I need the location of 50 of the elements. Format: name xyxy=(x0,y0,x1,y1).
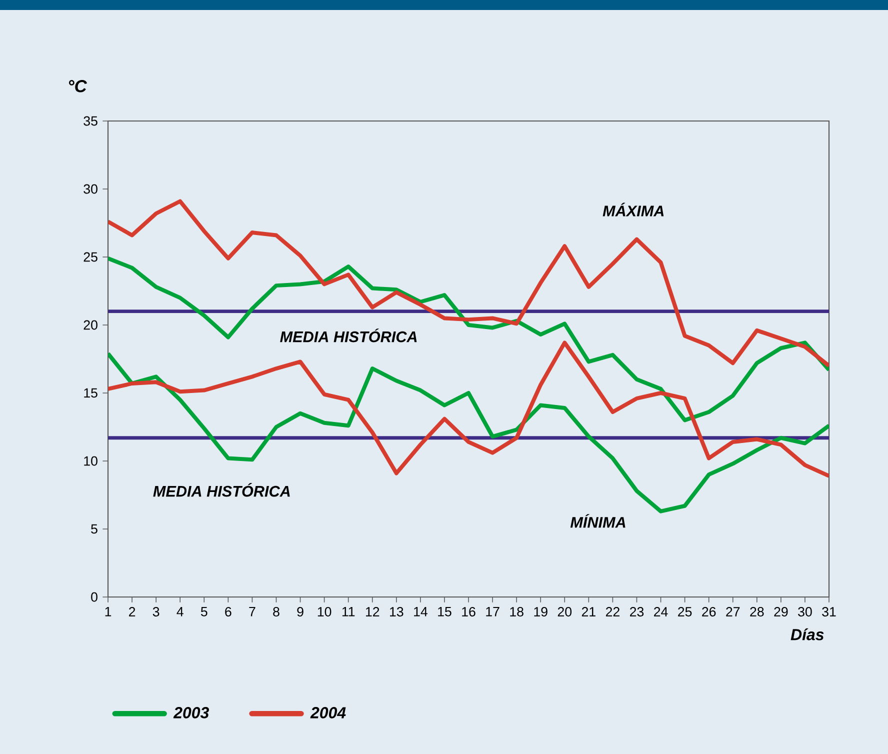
x-tick-label: 2 xyxy=(129,607,136,616)
x-tick-label: 6 xyxy=(225,607,232,616)
line-series xyxy=(108,352,830,514)
x-tick-label: 10 xyxy=(318,607,332,616)
y-tick-label: 5 xyxy=(91,524,98,534)
y-tick-label: 0 xyxy=(91,592,98,602)
x-tick-label: 23 xyxy=(630,607,644,616)
x-tick-label: 7 xyxy=(249,607,256,616)
y-tick-label: 20 xyxy=(84,320,98,330)
y-axis-title: °C xyxy=(68,80,88,92)
ref-line-label: MEDIA HISTÓRICA xyxy=(280,328,417,342)
y-tick-label: 35 xyxy=(84,116,98,126)
x-tick-label: 27 xyxy=(726,607,740,616)
y-tick-label: 25 xyxy=(84,252,98,262)
x-tick-label: 3 xyxy=(152,607,160,616)
x-tick-label: 16 xyxy=(462,607,476,616)
x-tick-label: 9 xyxy=(297,607,304,616)
x-tick-label: 25 xyxy=(678,607,692,616)
x-tick-label: 22 xyxy=(606,607,620,616)
x-tick-label: 26 xyxy=(702,607,716,616)
x-tick-label: 15 xyxy=(438,607,452,616)
x-tick-label: 31 xyxy=(822,607,836,616)
x-tick-label: 4 xyxy=(176,607,184,616)
y-tick-label: 30 xyxy=(84,184,98,194)
annotation: MÍNIMA xyxy=(570,514,626,528)
y-tick-label: 10 xyxy=(84,456,98,466)
annotation: MÁXIMA xyxy=(602,202,664,216)
x-tick-label: 20 xyxy=(558,607,572,616)
x-tick-label: 30 xyxy=(798,607,812,616)
legend-label: 2004 xyxy=(310,707,346,718)
x-tick-label: 13 xyxy=(390,607,404,616)
x-tick-label: 21 xyxy=(582,607,596,616)
line-series xyxy=(108,256,830,422)
x-tick-label: 28 xyxy=(750,607,764,616)
x-axis-title: Días xyxy=(790,628,824,640)
line-series xyxy=(108,340,830,478)
x-tick-label: 18 xyxy=(510,607,524,616)
x-tick-label: 5 xyxy=(200,607,208,616)
x-tick-label: 24 xyxy=(654,607,668,616)
x-tick-label: 17 xyxy=(486,607,500,616)
x-tick-label: 8 xyxy=(273,607,280,616)
ref-line-label: MEDIA HISTÓRICA xyxy=(153,483,290,497)
x-tick-label: 14 xyxy=(414,607,428,616)
x-tick-label: 12 xyxy=(366,607,380,616)
x-tick-label: 29 xyxy=(774,607,788,616)
y-tick-label: 15 xyxy=(84,388,98,398)
x-tick-label: 1 xyxy=(105,607,112,616)
x-tick-label: 11 xyxy=(342,607,355,616)
legend-label: 2003 xyxy=(173,707,209,718)
x-tick-label: 19 xyxy=(534,607,548,616)
